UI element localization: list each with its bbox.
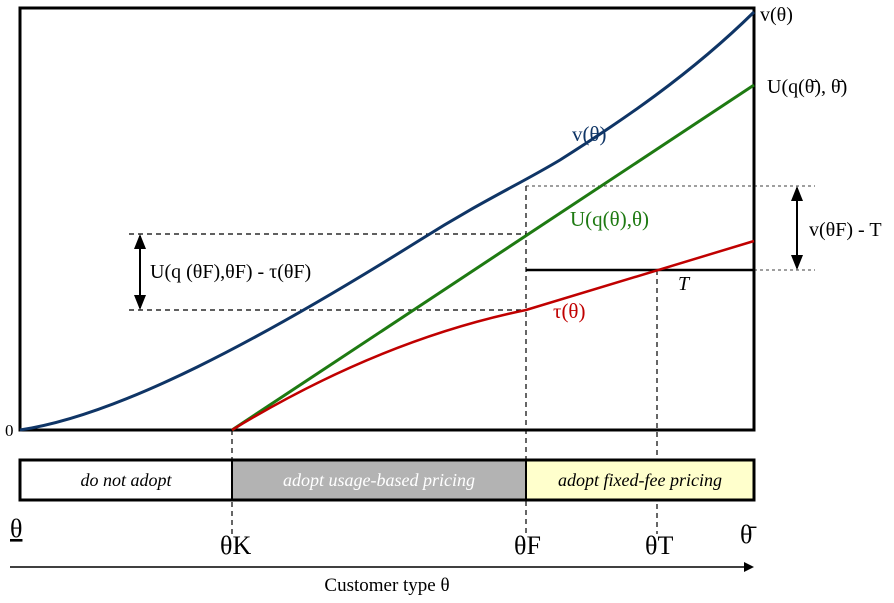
plot-frame	[18, 6, 756, 432]
axis-title: Customer type θ	[324, 575, 449, 596]
regions-outline	[18, 458, 756, 502]
theta-k-label: θK	[220, 531, 251, 560]
region-usage-based-box	[231, 459, 527, 501]
u-curve	[231, 83, 755, 432]
theta-low-label: θ	[10, 514, 22, 543]
thin-guides	[526, 185, 815, 271]
v-t-arrow-top	[791, 186, 803, 201]
region-do-not-adopt-label: do not adopt	[80, 470, 172, 490]
v-right-label: v(θ)	[760, 4, 793, 26]
v-minus-t-label: v(θF) - T	[809, 219, 882, 241]
v-t-arrow-bottom	[791, 255, 803, 270]
regions-bar: do not adopt adopt usage-based pricing a…	[18, 458, 756, 502]
u-curve-label: U(q(θ),θ)	[570, 207, 649, 231]
region-usage-based-label: adopt usage-based pricing	[283, 470, 475, 490]
t-label: T	[678, 273, 691, 295]
u-bar-label: U(q(θ̄), θ̄)	[767, 76, 847, 98]
theta-f-label: θF	[514, 531, 541, 560]
region-fixed-fee-label: adopt fixed-fee pricing	[558, 470, 722, 490]
theta-high-label: θ̄	[740, 520, 756, 549]
u-tau-arrow-bottom	[134, 295, 146, 310]
theta-t-label: θT	[645, 531, 673, 560]
v-curve-label: v(θ)	[572, 122, 607, 146]
tau-curve	[231, 239, 755, 432]
arrow-heads	[134, 186, 803, 310]
v-curve	[19, 10, 756, 432]
tau-curve-label: τ(θ)	[553, 299, 585, 323]
bracket-arrows	[139, 188, 798, 308]
origin-label: 0	[5, 421, 14, 440]
u-tau-arrow-top	[134, 234, 146, 249]
u-minus-tau-label: U(q (θF),θF) - τ(θF)	[150, 261, 311, 283]
